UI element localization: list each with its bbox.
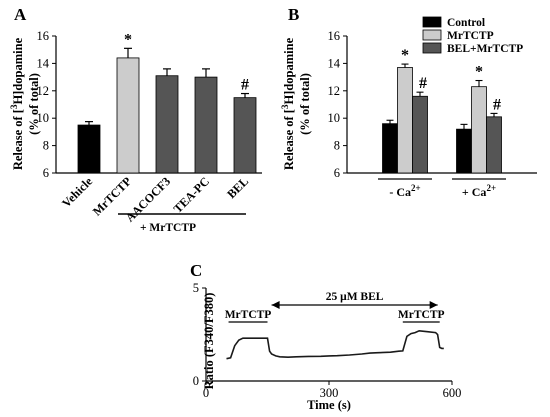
chart-b-bar xyxy=(382,123,398,174)
chart-b-significance-mark: * xyxy=(475,64,483,81)
chart-a-bar xyxy=(233,97,257,174)
chart-c-trace xyxy=(226,329,444,360)
chart-a-ytick-label: 16 xyxy=(37,29,50,43)
chart-c-bel-arrowhead-right xyxy=(429,301,438,309)
chart-a-ylabel-line1: Release of [3H]dopamine xyxy=(9,37,25,170)
chart-a-ytick-label: 14 xyxy=(37,56,50,70)
panel-label-b: B xyxy=(288,5,299,24)
chart-b-legend-label: Control xyxy=(447,17,485,29)
chart-b-significance-mark: * xyxy=(401,47,409,64)
chart-a-significance-mark: * xyxy=(124,31,132,48)
chart-b-legend-swatch xyxy=(422,29,442,41)
chart-b-ytick-label: 8 xyxy=(334,139,340,153)
chart-b-legend-swatch xyxy=(422,16,442,28)
chart-b-ytick-label: 16 xyxy=(328,29,341,43)
chart-a-ytick-label: 8 xyxy=(43,139,49,153)
chart-b-ytick-label: 10 xyxy=(328,111,341,125)
chart-b-ytick-label: 14 xyxy=(328,56,341,70)
chart-a-ylabel-line2: (% of total) xyxy=(27,73,41,135)
chart-a-ytick-label: 6 xyxy=(43,166,49,180)
chart-a-bar xyxy=(194,76,218,174)
chart-c-ylabel: Ratio (F340/F380) xyxy=(202,293,216,390)
chart-b-bar xyxy=(397,67,413,174)
panel-label-a: A xyxy=(14,5,27,24)
chart-c-bel-arrowhead-left xyxy=(271,301,280,309)
chart-b-bar xyxy=(486,116,502,174)
chart-c-ytick-label: 5 xyxy=(193,281,199,295)
chart-b-significance-mark: # xyxy=(419,75,427,92)
chart-b-ylabel-line2: (% of total) xyxy=(298,73,312,135)
chart-a-bar xyxy=(77,124,101,174)
chart-b: Release of [3H]dopamine (% of total) 6 8 1… xyxy=(280,16,537,199)
chart-a: Release of [3H]dopamine (% of total) + M… xyxy=(9,29,262,234)
chart-a-bar xyxy=(155,75,179,174)
chart-c-xtick-label: 300 xyxy=(320,386,339,400)
chart-a-category-label: Vehicle xyxy=(59,174,95,210)
chart-b-ylabel-line1: Release of [3H]dopamine xyxy=(280,37,296,170)
chart-b-category-label: + Ca2+ xyxy=(462,183,496,199)
chart-a-significance-mark: # xyxy=(241,77,249,94)
chart-c-xlabel: Time (s) xyxy=(307,398,351,412)
chart-a-ytick-label: 12 xyxy=(37,84,50,98)
chart-b-bar xyxy=(471,86,487,174)
chart-c: Ratio (F340/F380) Time (s) 0 5 0 300 600 MrTC… xyxy=(193,281,462,412)
chart-c-xtick-label: 600 xyxy=(443,386,462,400)
chart-b-ytick-label: 6 xyxy=(334,166,340,180)
chart-c-mrtctp-left-label: MrTCTP xyxy=(225,309,272,321)
chart-a-bar xyxy=(116,57,140,174)
chart-b-legend-label: MrTCTP xyxy=(447,30,494,42)
chart-a-category-label: TEA-PC xyxy=(171,174,212,215)
chart-b-legend-label: BEL+MrTCTP xyxy=(447,43,523,55)
chart-c-mrtctp-right-label: MrTCTP xyxy=(398,309,445,321)
chart-a-ytick-label: 10 xyxy=(37,111,50,125)
chart-c-bel-label: 25 μM BEL xyxy=(326,291,384,303)
chart-b-ytick-label: 12 xyxy=(328,84,341,98)
chart-b-category-label: - Ca2+ xyxy=(389,183,420,199)
chart-b-bar xyxy=(456,128,472,174)
chart-a-category-label: BEL xyxy=(224,174,251,201)
chart-a-group-label: + MrTCTP xyxy=(140,222,196,234)
chart-c-ytick-label: 0 xyxy=(193,374,199,388)
panel-label-c: C xyxy=(190,261,202,280)
chart-b-legend-swatch xyxy=(422,42,442,54)
chart-b-bar xyxy=(412,95,428,174)
chart-b-significance-mark: # xyxy=(493,96,501,113)
chart-c-xtick-label: 0 xyxy=(203,386,209,400)
